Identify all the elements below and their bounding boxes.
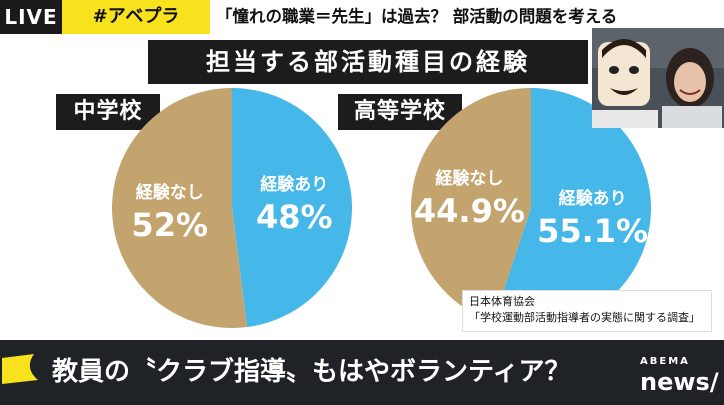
pie-0-slice-1-label: 経験なし (136, 182, 204, 203)
pie-0-slice-0 (232, 88, 353, 328)
pie-1-slice-1 (411, 88, 531, 322)
pie-1-slice-1-label: 経験なし (435, 168, 503, 189)
chart-label-high-school: 高等学校 (338, 94, 462, 130)
pie-0-slice-0-label: 経験あり (260, 174, 328, 195)
program-hashtag: #アベプラ (62, 0, 210, 34)
pie-0-slice-1-value: 52% (131, 206, 208, 244)
caption-bar (0, 340, 724, 405)
camera-feed-image (592, 28, 724, 128)
camera-inset (592, 28, 724, 128)
pie-1-slice-0-value: 55.1% (537, 212, 648, 250)
pie-1-slice-0-label: 経験あり (559, 188, 627, 209)
headline-text: 「憧れの職業＝先生」は過去？ 部活動の問題を考える (216, 7, 618, 26)
brand-bottom-text: news/ (640, 368, 719, 396)
pie-1-slice-1-value: 44.9% (414, 192, 525, 230)
live-badge: LIVE (0, 0, 62, 34)
pie-0-slice-1 (112, 88, 248, 328)
source-report: 「学校運動部活動指導者の実態に関する調査」 (469, 311, 700, 324)
brand-top-text: ABEMA (640, 356, 690, 367)
chart-label-junior-high: 中学校 (56, 94, 160, 130)
abema-news-logo: ABEMA news/ (640, 356, 720, 400)
pie-charts: 経験あり 48% 経験なし 52% 経験あり 55.1% 経験なし 44.9% (112, 88, 652, 328)
chart-title: 担当する部活動種目の経験 (148, 40, 588, 84)
pie-1-slice-0 (493, 88, 652, 328)
top-ticker-bar: LIVE #アベプラ 「憧れの職業＝先生」は過去？ 部活動の問題を考える (0, 0, 724, 34)
caption-text: 教員の〝クラブ指導〟もはやボランティア？ (52, 357, 571, 387)
source-org: 日本体育協会 (469, 295, 535, 308)
pie-0-slice-0-value: 48% (256, 198, 333, 236)
yellow-flag-icon (2, 354, 38, 384)
source-note: 日本体育協会 「学校運動部活動指導者の実態に関する調査」 (462, 290, 712, 332)
